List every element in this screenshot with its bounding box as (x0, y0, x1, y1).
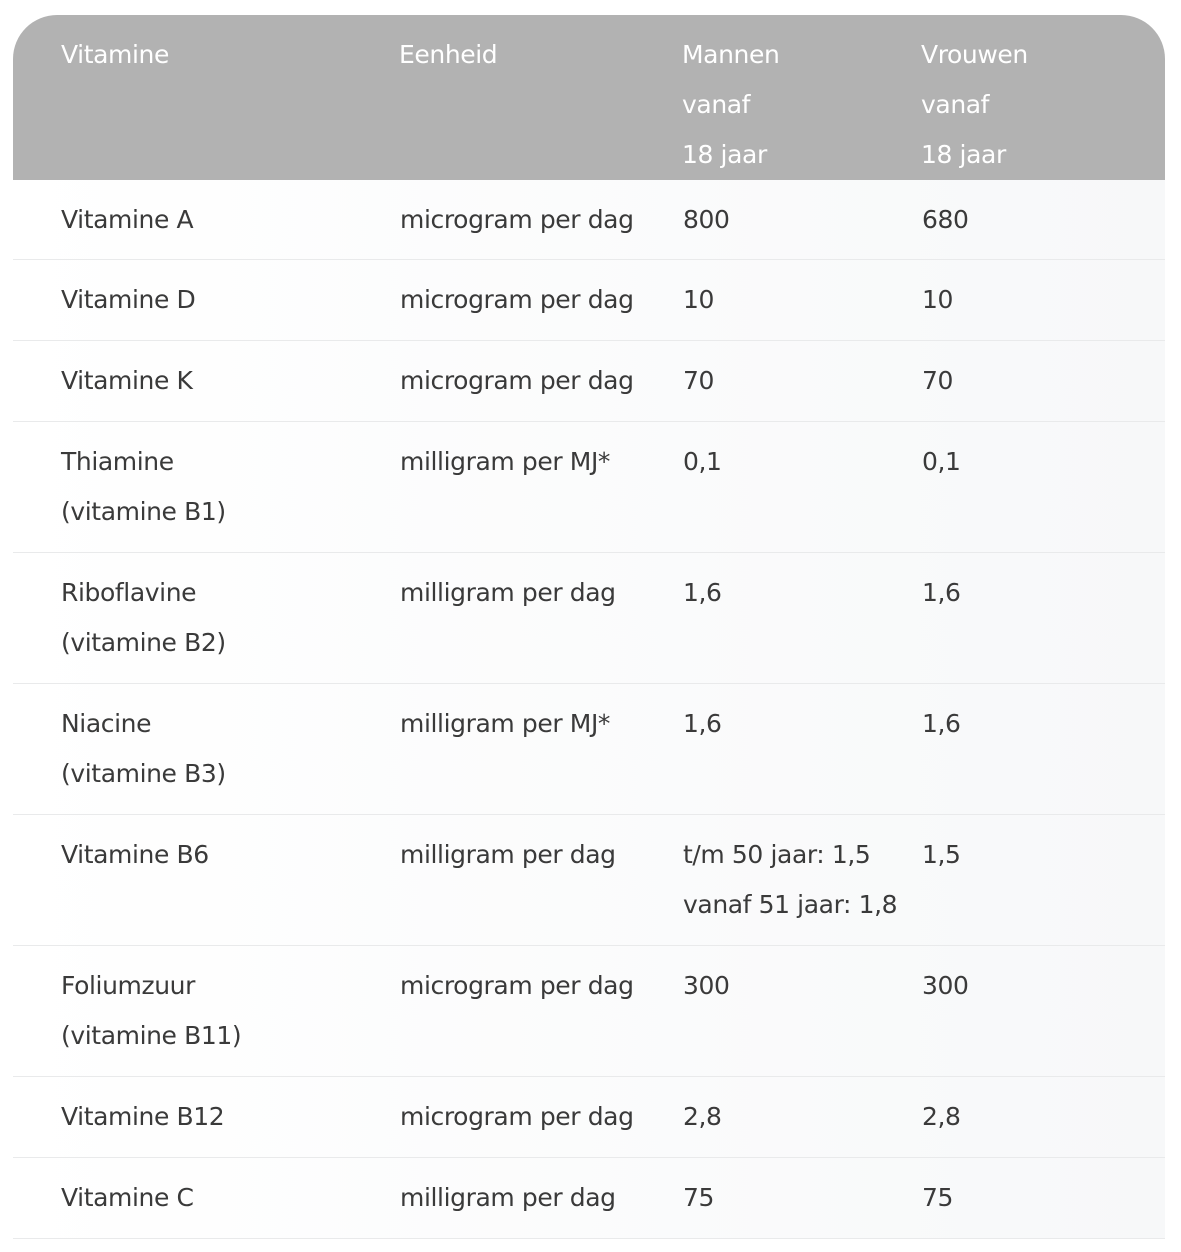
cell-eenheid: milligram per dag (399, 553, 682, 684)
table-row: Foliumzuur (vitamine B11) microgram per … (13, 946, 1165, 1077)
table-row: Vitamine B12 microgram per dag 2,8 2,8 (13, 1077, 1165, 1158)
cell-eenheid: microgram per dag (399, 341, 682, 422)
table-row: Niacine (vitamine B3) milligram per MJ* … (13, 684, 1165, 815)
cell-mannen: 75 (682, 1158, 921, 1239)
cell-eenheid: milligram per MJ* (399, 422, 682, 553)
header-eenheid: Eenheid (399, 15, 682, 180)
cell-mannen: t/m 50 jaar: 1,5 vanaf 51 jaar: 1,8 (682, 815, 921, 946)
cell-vitamine: Vitamine K (13, 341, 399, 422)
cell-mannen: 1,6 (682, 684, 921, 815)
header-vrouwen: Vrouwen vanaf 18 jaar (921, 15, 1165, 180)
cell-vitamine: Vitamine B12 (13, 1077, 399, 1158)
cell-eenheid: microgram per dag (399, 180, 682, 260)
cell-vrouwen: 1,5 (921, 815, 1165, 946)
cell-mannen: 1,6 (682, 553, 921, 684)
header-mannen: Mannen vanaf 18 jaar (682, 15, 921, 180)
cell-vitamine: Foliumzuur (vitamine B11) (13, 946, 399, 1077)
table-row: Riboflavine (vitamine B2) milligram per … (13, 553, 1165, 684)
table-header: Vitamine Eenheid Mannen vanaf 18 jaar Vr… (13, 15, 1165, 180)
table-row: Vitamine C milligram per dag 75 75 (13, 1158, 1165, 1239)
header-vitamine: Vitamine (13, 15, 399, 180)
cell-vrouwen: 680 (921, 180, 1165, 260)
cell-vrouwen: 70 (921, 341, 1165, 422)
vitamin-recommendations-table: Vitamine Eenheid Mannen vanaf 18 jaar Vr… (13, 15, 1165, 1239)
cell-vitamine: Vitamine C (13, 1158, 399, 1239)
cell-vitamine: Vitamine A (13, 180, 399, 260)
table-row: Thiamine (vitamine B1) milligram per MJ*… (13, 422, 1165, 553)
cell-vrouwen: 0,1 (921, 422, 1165, 553)
table-row: Vitamine A microgram per dag 800 680 (13, 180, 1165, 260)
cell-vitamine: Vitamine D (13, 260, 399, 341)
cell-vrouwen: 10 (921, 260, 1165, 341)
cell-eenheid: microgram per dag (399, 946, 682, 1077)
table-row: Vitamine D microgram per dag 10 10 (13, 260, 1165, 341)
cell-mannen: 10 (682, 260, 921, 341)
cell-vitamine: Thiamine (vitamine B1) (13, 422, 399, 553)
cell-eenheid: microgram per dag (399, 260, 682, 341)
cell-vitamine: Niacine (vitamine B3) (13, 684, 399, 815)
cell-eenheid: microgram per dag (399, 1077, 682, 1158)
cell-vrouwen: 1,6 (921, 684, 1165, 815)
cell-vrouwen: 1,6 (921, 553, 1165, 684)
cell-mannen: 70 (682, 341, 921, 422)
header-row: Vitamine Eenheid Mannen vanaf 18 jaar Vr… (13, 15, 1165, 180)
table-body: Vitamine A microgram per dag 800 680 Vit… (13, 180, 1165, 1239)
vitamin-table-container: Vitamine Eenheid Mannen vanaf 18 jaar Vr… (13, 15, 1165, 1239)
cell-mannen: 800 (682, 180, 921, 260)
table-row: Vitamine B6 milligram per dag t/m 50 jaa… (13, 815, 1165, 946)
cell-mannen: 300 (682, 946, 921, 1077)
cell-mannen: 0,1 (682, 422, 921, 553)
cell-mannen: 2,8 (682, 1077, 921, 1158)
cell-vitamine: Vitamine B6 (13, 815, 399, 946)
cell-vrouwen: 2,8 (921, 1077, 1165, 1158)
cell-eenheid: milligram per MJ* (399, 684, 682, 815)
table-row: Vitamine K microgram per dag 70 70 (13, 341, 1165, 422)
cell-vrouwen: 75 (921, 1158, 1165, 1239)
cell-eenheid: milligram per dag (399, 815, 682, 946)
cell-eenheid: milligram per dag (399, 1158, 682, 1239)
cell-vrouwen: 300 (921, 946, 1165, 1077)
cell-vitamine: Riboflavine (vitamine B2) (13, 553, 399, 684)
